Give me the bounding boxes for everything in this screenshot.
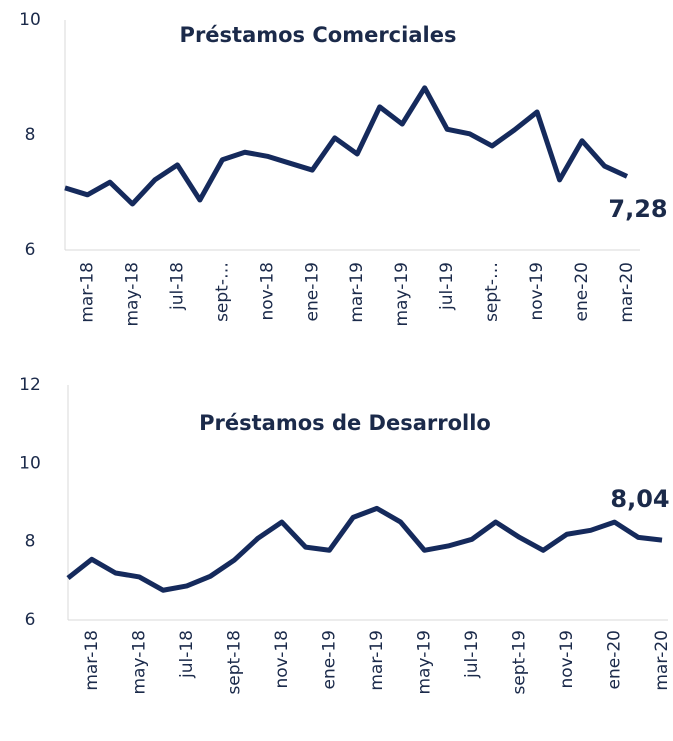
x-tick-label: ene-19 [302, 262, 322, 321]
data-line [66, 505, 663, 593]
x-tick-label: jul-19 [437, 262, 457, 311]
chart-title: Préstamos Comerciales [180, 23, 457, 47]
y-tick-label: 8 [25, 532, 36, 552]
x-tick-label: sept-18 [224, 630, 244, 695]
x-tick-label: nov-18 [272, 630, 292, 689]
x-tick-label: mar-19 [347, 262, 367, 323]
x-tick-label: mar-19 [367, 630, 387, 691]
x-tick-label: nov-19 [557, 630, 577, 689]
x-tick-label: may-18 [129, 630, 149, 695]
x-tick-label: jul-18 [167, 262, 187, 311]
x-tick-label: mar-18 [77, 262, 97, 323]
x-tick-label: may-19 [414, 630, 434, 695]
y-tick-label: 8 [25, 125, 36, 145]
x-tick-label: ene-20 [604, 630, 624, 689]
x-tick-label: nov-19 [527, 262, 547, 321]
value-label: 8,04 [610, 485, 669, 513]
x-tick-label: sept-19 [509, 630, 529, 695]
x-tick-label: ene-20 [572, 262, 592, 321]
x-tick-label: nov-18 [257, 262, 277, 321]
x-tick-label: mar-20 [652, 630, 672, 691]
value-label: 7,28 [608, 195, 667, 223]
x-tick-label: mar-18 [82, 630, 102, 691]
x-tick-label: sept-… [482, 262, 502, 322]
y-tick-label: 10 [19, 453, 41, 473]
x-tick-label: mar-20 [617, 262, 637, 323]
x-tick-label: ene-19 [319, 630, 339, 689]
x-tick-label: jul-19 [462, 630, 482, 679]
chart-title: Préstamos de Desarrollo [199, 411, 491, 435]
x-tick-label: jul-18 [177, 630, 197, 679]
data-line [64, 85, 629, 207]
x-tick-label: may-18 [122, 262, 142, 327]
y-tick-label: 6 [25, 610, 36, 630]
y-tick-label: 6 [25, 240, 36, 260]
y-tick-label: 12 [19, 375, 41, 395]
x-tick-label: may-19 [392, 262, 412, 327]
x-tick-label: sept-… [212, 262, 232, 322]
y-tick-label: 10 [19, 10, 41, 30]
